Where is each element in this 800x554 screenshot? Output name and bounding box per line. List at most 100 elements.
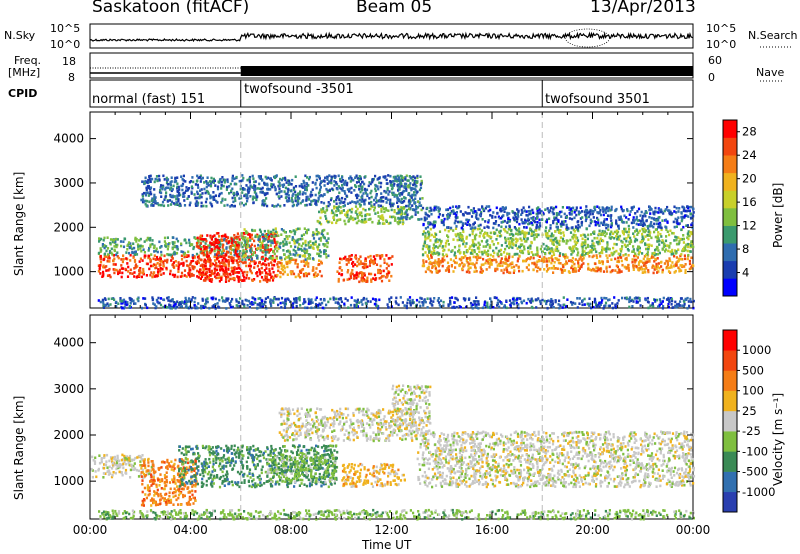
- power-cell: [147, 194, 150, 197]
- power-cell: [573, 262, 576, 266]
- power-cell: [243, 239, 246, 242]
- power-cell: [561, 206, 564, 209]
- power-cell: [129, 242, 132, 245]
- power-cell: [450, 210, 453, 213]
- power-cell: [455, 261, 458, 265]
- power-cell: [660, 260, 663, 264]
- power-cell: [447, 212, 450, 216]
- power-cell: [633, 261, 636, 264]
- power-cell: [558, 258, 561, 262]
- power-cell: [169, 269, 172, 273]
- power-cell: [449, 258, 452, 261]
- power-cell: [127, 270, 130, 273]
- power-cell: [272, 231, 275, 235]
- power-cell: [361, 180, 364, 184]
- power-cell: [204, 191, 207, 195]
- power-cell: [605, 297, 608, 300]
- power-cell: [458, 257, 461, 261]
- power-cell: [109, 241, 112, 245]
- power-cell: [389, 183, 392, 187]
- power-cell: [652, 225, 655, 229]
- power-cell: [461, 224, 464, 227]
- power-cell: [424, 238, 427, 241]
- power-cell: [661, 270, 664, 274]
- power-cell: [471, 210, 475, 213]
- power-cell: [447, 270, 451, 273]
- power-cell: [401, 218, 405, 222]
- power-cell: [530, 216, 533, 220]
- power-cell: [321, 229, 324, 232]
- power-cell: [232, 270, 236, 273]
- power-cell: [667, 270, 671, 273]
- power-cell: [393, 182, 396, 186]
- power-cell: [142, 191, 146, 195]
- power-cell: [359, 260, 362, 263]
- power-cell: [609, 216, 612, 219]
- power-cell: [200, 201, 203, 205]
- power-cell: [662, 242, 666, 246]
- power-cell: [380, 181, 383, 185]
- power-cell: [632, 264, 635, 267]
- power-cell: [416, 176, 419, 180]
- power-cell: [527, 210, 530, 213]
- power-cell: [463, 263, 466, 266]
- power-cell: [641, 235, 644, 239]
- power-cell: [332, 211, 335, 215]
- power-cell: [610, 251, 613, 255]
- power-cell: [672, 264, 676, 268]
- power-cell: [211, 243, 214, 246]
- power-cell: [294, 275, 297, 279]
- power-cell: [273, 185, 276, 189]
- power-cell: [583, 250, 586, 253]
- power-cell: [438, 269, 441, 273]
- power-cell: [691, 214, 694, 218]
- power-cell: [267, 251, 271, 254]
- power-cell: [364, 191, 368, 195]
- power-cell: [233, 278, 236, 282]
- power-cell: [346, 278, 349, 281]
- power-cell: [651, 266, 654, 269]
- power-cell: [157, 268, 160, 271]
- power-cell: [185, 186, 188, 189]
- power-cell: [681, 264, 684, 267]
- power-cell: [445, 239, 448, 243]
- power-cell: [686, 232, 689, 235]
- power-cell: [616, 230, 620, 234]
- power-cell: [236, 236, 239, 239]
- power-cell: [275, 246, 278, 249]
- power-cell: [382, 200, 385, 203]
- power-cell: [283, 253, 286, 256]
- power-cell: [527, 257, 530, 260]
- power-cell: [285, 242, 288, 246]
- power-cell: [640, 239, 644, 243]
- power-cell: [354, 185, 357, 189]
- power-cell: [455, 213, 458, 217]
- power-cell: [354, 205, 358, 208]
- power-cell: [163, 198, 166, 201]
- power-cell: [350, 210, 353, 214]
- power-cell: [273, 237, 276, 240]
- power-cell: [459, 210, 462, 213]
- power-cell: [425, 217, 428, 220]
- power-cell: [404, 215, 408, 219]
- power-cell: [312, 231, 315, 234]
- power-cell: [309, 240, 312, 243]
- power-cell: [333, 174, 336, 178]
- power-cell: [189, 201, 192, 205]
- power-cell: [649, 231, 652, 234]
- power-cell: [141, 193, 144, 196]
- power-cell: [668, 233, 671, 237]
- power-cell: [241, 279, 244, 282]
- power-cell: [643, 222, 646, 225]
- power-cell: [194, 237, 197, 240]
- power-cell: [201, 273, 204, 277]
- power-cell: [410, 188, 413, 192]
- power-cell: [455, 225, 458, 228]
- power-cell: [619, 215, 622, 219]
- power-cell: [186, 306, 189, 309]
- power-cell: [677, 236, 680, 239]
- power-cell: [525, 231, 528, 235]
- power-cell: [462, 230, 465, 234]
- power-cell: [210, 263, 213, 267]
- power-cell: [109, 238, 113, 241]
